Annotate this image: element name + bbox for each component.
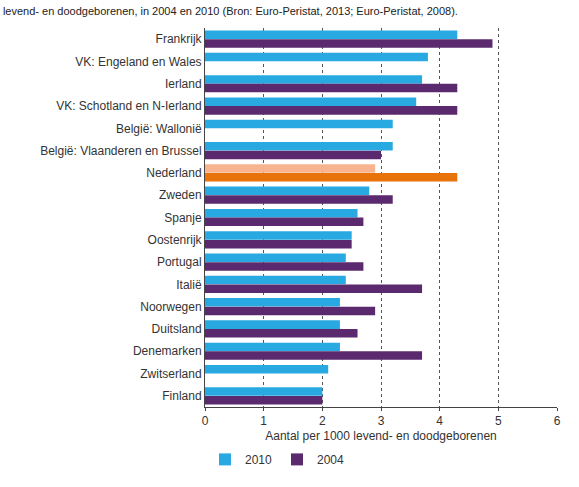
svg-text:Spanje: Spanje xyxy=(164,211,202,225)
svg-text:0: 0 xyxy=(202,414,209,428)
svg-text:Portugal: Portugal xyxy=(157,255,202,269)
svg-text:VK: Schotland en N-Ierland: VK: Schotland en N-Ierland xyxy=(56,99,201,113)
svg-text:België: Wallonië: België: Wallonië xyxy=(116,122,202,136)
svg-text:Ierland: Ierland xyxy=(165,77,202,91)
svg-text:Noorwegen: Noorwegen xyxy=(140,300,201,314)
svg-text:5: 5 xyxy=(495,414,502,428)
svg-text:6: 6 xyxy=(554,414,561,428)
svg-text:levend- en doodgeborenen, in 2: levend- en doodgeborenen, in 2004 en 201… xyxy=(3,5,458,17)
svg-text:2: 2 xyxy=(319,414,326,428)
svg-text:3: 3 xyxy=(378,414,385,428)
svg-text:Italië: Italië xyxy=(176,278,202,292)
svg-text:Frankrijk: Frankrijk xyxy=(156,32,203,46)
svg-text:Finland: Finland xyxy=(162,389,201,403)
svg-text:VK: Engeland en Wales: VK: Engeland en Wales xyxy=(75,55,201,69)
svg-text:Zweden: Zweden xyxy=(159,188,202,202)
svg-text:Nederland: Nederland xyxy=(146,166,201,180)
svg-text:1: 1 xyxy=(260,414,267,428)
svg-text:Aantal per 1000 levend- en doo: Aantal per 1000 levend- en doodgeborenen xyxy=(265,429,497,443)
svg-text:Zwitserland: Zwitserland xyxy=(140,367,201,381)
svg-text:Oostenrijk: Oostenrijk xyxy=(148,233,203,247)
svg-text:2010: 2010 xyxy=(245,453,272,467)
svg-text:4: 4 xyxy=(436,414,443,428)
svg-text:Denemarken: Denemarken xyxy=(133,344,202,358)
svg-text:2004: 2004 xyxy=(317,453,344,467)
svg-text:Duitsland: Duitsland xyxy=(152,322,202,336)
svg-text:België: Vlaanderen en Brussel: België: Vlaanderen en Brussel xyxy=(40,144,201,158)
